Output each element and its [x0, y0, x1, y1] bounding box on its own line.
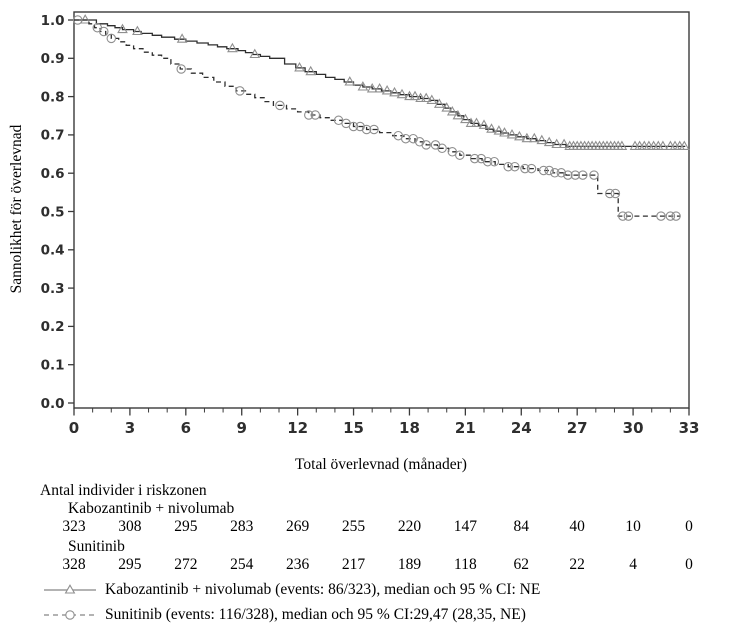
risk-count: 40 — [569, 518, 585, 535]
risk-count: 22 — [569, 556, 585, 573]
km-curve-sunitinib — [74, 19, 681, 217]
risk-count: 295 — [174, 518, 198, 535]
legend-item-sunitinib: Sunitinib (events: 116/328), median och … — [42, 606, 526, 624]
x-tick-label: 3 — [125, 419, 135, 437]
x-tick-label: 18 — [399, 419, 420, 437]
x-tick-label: 30 — [623, 419, 644, 437]
risk-count: 118 — [454, 556, 477, 573]
y-tick-label: 0.3 — [41, 281, 65, 297]
risk-count: 10 — [625, 518, 641, 535]
y-tick-label: 0.6 — [41, 166, 65, 182]
risk-count: 236 — [286, 556, 310, 573]
x-tick-label: 6 — [181, 419, 191, 437]
risk-count: 255 — [341, 518, 366, 535]
solid-line-triangle-marker-icon — [44, 584, 96, 594]
legend-label-sunitinib: Sunitinib (events: 116/328), median och … — [105, 606, 526, 623]
censor-marks-kabozantinib — [79, 14, 690, 150]
y-tick-label: 0.5 — [41, 204, 65, 220]
risk-group-label-sunitinib: Sunitinib — [68, 538, 125, 555]
x-tick-label: 0 — [69, 419, 79, 437]
y-axis-ticks: 0.0 0.1 0.2 0.3 0.4 0.5 0.6 0.7 0.8 0.9 1.0 — [41, 13, 74, 412]
risk-count: 272 — [174, 556, 198, 573]
risk-count: 328 — [62, 556, 86, 573]
legend-label-kabozantinib: Kabozantinib + nivolumab (events: 86/323… — [105, 581, 541, 598]
x-tick-label: 24 — [511, 419, 532, 437]
y-tick-label: 0.9 — [41, 51, 65, 67]
y-tick-label: 0.7 — [41, 128, 65, 144]
km-curve-kabozantinib — [74, 19, 686, 148]
risk-count: 189 — [397, 556, 422, 573]
risk-count: 62 — [513, 556, 530, 573]
y-tick-label: 0.1 — [41, 358, 65, 374]
risk-count: 283 — [230, 518, 254, 535]
risk-count: 220 — [397, 518, 422, 535]
x-tick-label: 12 — [287, 419, 308, 437]
risk-count: 269 — [286, 518, 310, 535]
censor-marks-sunitinib — [72, 15, 681, 221]
risk-count: 295 — [118, 556, 142, 573]
risk-table-title: Antal individer i riskzonen — [40, 482, 207, 499]
x-tick-label: 15 — [343, 419, 364, 437]
x-axis-minor-ticks — [92, 408, 671, 413]
risk-count: 4 — [629, 556, 637, 573]
x-axis-title: Total överlevnad (månader) — [295, 456, 467, 473]
plot-frame — [73, 11, 690, 409]
risk-count: 323 — [62, 518, 86, 535]
y-tick-label: 0.4 — [41, 243, 65, 259]
risk-count: 217 — [341, 556, 366, 573]
risk-count: 0 — [685, 556, 693, 573]
risk-count: 308 — [118, 518, 142, 535]
risk-count: 84 — [513, 518, 530, 535]
y-tick-label: 1.0 — [41, 13, 65, 29]
dashed-line-circle-marker-icon — [44, 610, 96, 620]
risk-count: 0 — [685, 518, 693, 535]
y-tick-label: 0.2 — [41, 319, 65, 335]
x-tick-label: 33 — [679, 419, 700, 437]
risk-count: 254 — [230, 556, 254, 573]
legend-item-kabozantinib: Kabozantinib + nivolumab (events: 86/323… — [42, 581, 540, 599]
x-tick-label: 21 — [455, 419, 476, 437]
risk-count: 147 — [453, 518, 477, 535]
x-axis-ticks: 0 3 6 9 12 15 18 21 24 27 30 33 — [69, 408, 700, 437]
x-tick-label: 27 — [567, 419, 588, 437]
survival-plot: 0.0 0.1 0.2 0.3 0.4 0.5 0.6 0.7 0.8 0.9 1.0 0 3 6 9 12 1… — [41, 11, 700, 437]
risk-group-label-kabozantinib: Kabozantinib + nivolumab — [68, 500, 235, 517]
y-axis-title: Sannolikhet för överlevnad — [8, 124, 25, 294]
risk-counts-row-kabozantinib: 323 308 295 283 269 255 220 147 84 40 10 0 — [0, 518, 732, 537]
risk-counts-row-sunitinib: 328 295 272 254 236 217 189 118 62 22 4 0 — [0, 556, 732, 575]
y-tick-label: 0.0 — [41, 396, 65, 412]
y-tick-label: 0.8 — [41, 89, 65, 105]
x-tick-label: 9 — [237, 419, 247, 437]
